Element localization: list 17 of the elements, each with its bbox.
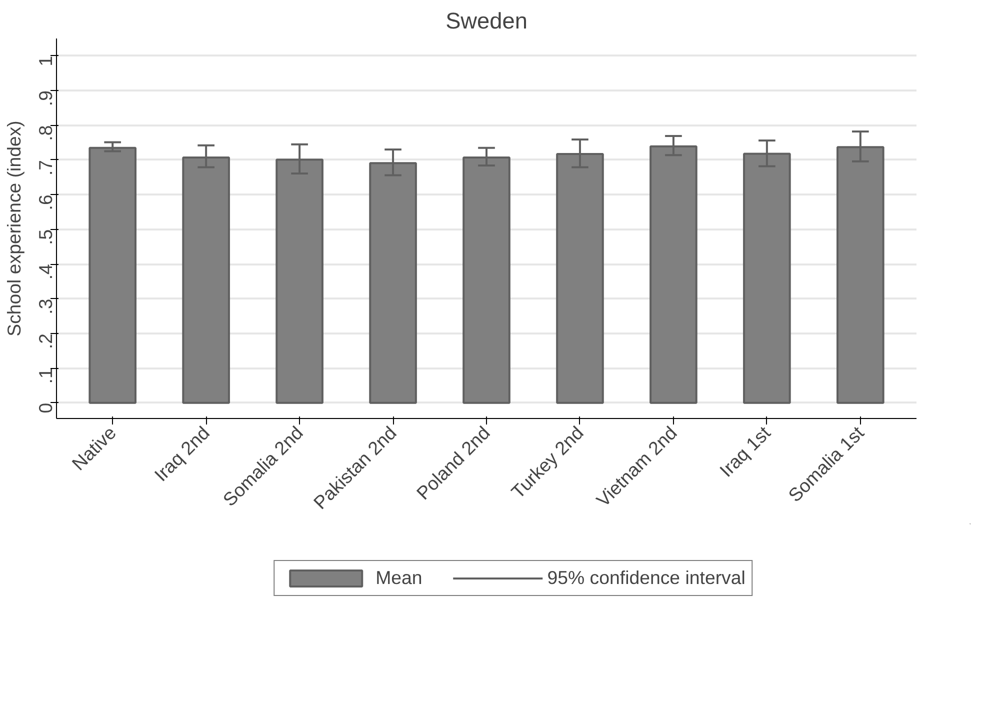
y-tick-label: 1: [35, 56, 56, 66]
y-tick-label: 0: [35, 402, 56, 414]
y-tick-label: .1: [35, 368, 56, 384]
y-tick-label: .3: [35, 298, 56, 314]
y-tick-label: .4: [35, 264, 56, 280]
y-tick-label: .9: [35, 90, 56, 106]
legend-label: Mean: [376, 567, 422, 589]
x-tick-label: Iraq 2nd: [150, 422, 214, 486]
text: 95% confidence interval: [547, 567, 746, 589]
y-tick-label: .6: [35, 194, 56, 210]
x-tick-label: Iraq 1st: [716, 422, 775, 481]
y-tick-label: .5: [35, 229, 56, 245]
chart-title: Sweden: [446, 8, 528, 34]
y-tick-label: .2: [35, 333, 56, 350]
y-axis-title: School experience (index): [4, 120, 24, 336]
y-tick-label: .8: [35, 125, 56, 141]
y-tick-label: .7: [35, 160, 56, 176]
